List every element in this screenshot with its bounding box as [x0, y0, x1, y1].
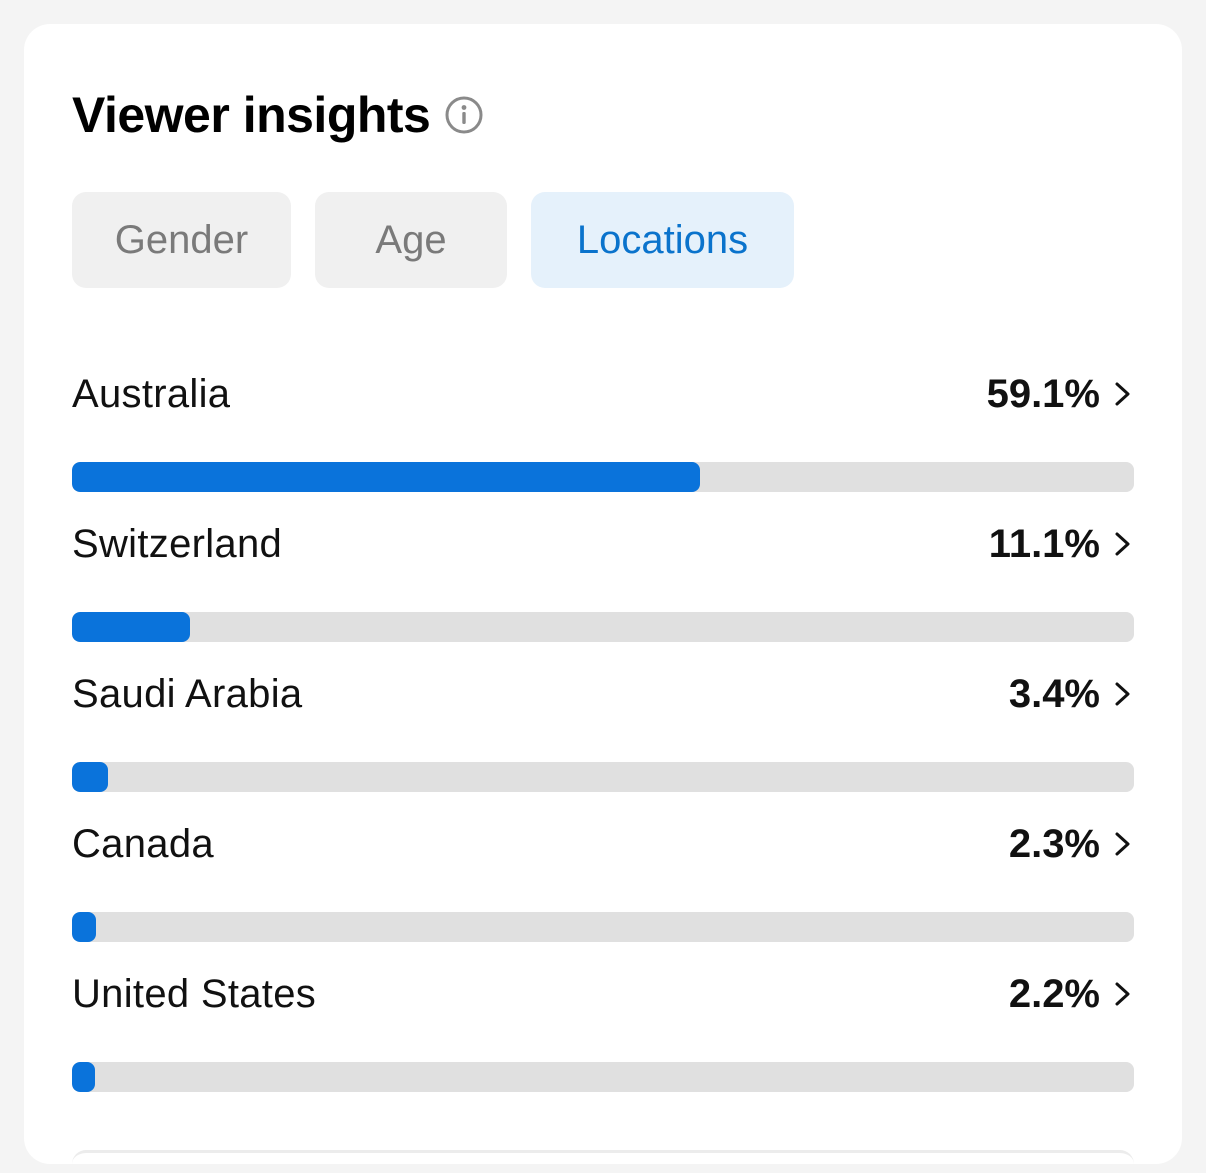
- country-name: Switzerland: [72, 521, 283, 566]
- card-header: Viewer insights: [72, 86, 484, 144]
- progress-track: [72, 762, 1134, 792]
- tab-gender-label: Gender: [114, 217, 249, 262]
- progress-fill: [72, 462, 700, 492]
- progress-fill: [72, 912, 97, 942]
- country-name: Saudi Arabia: [72, 671, 303, 716]
- tab-bar: Gender Age Locations: [72, 192, 818, 288]
- progress-track: [72, 612, 1134, 642]
- tab-gender[interactable]: Gender: [72, 192, 291, 288]
- country-name: United States: [72, 971, 317, 1016]
- tab-age[interactable]: Age: [315, 192, 507, 288]
- tab-locations[interactable]: Locations: [531, 192, 794, 288]
- card-title: Viewer insights: [72, 87, 431, 143]
- progress-fill: [72, 762, 109, 792]
- locations-list: Australia 59.1% Switzerland 11.1%: [72, 364, 1134, 1114]
- location-row-canada[interactable]: Canada 2.3%: [72, 814, 1134, 964]
- country-percent: 2.3%: [1008, 821, 1100, 866]
- location-row-saudi-arabia[interactable]: Saudi Arabia 3.4%: [72, 664, 1134, 814]
- location-row-australia[interactable]: Australia 59.1%: [72, 364, 1134, 514]
- progress-fill: [72, 612, 190, 642]
- location-row-united-states[interactable]: United States 2.2%: [72, 964, 1134, 1114]
- progress-track: [72, 462, 1134, 492]
- next-section-edge: [72, 1150, 1134, 1173]
- chevron-right-icon: [1112, 829, 1134, 859]
- location-row-switzerland[interactable]: Switzerland 11.1%: [72, 514, 1134, 664]
- chevron-right-icon: [1112, 529, 1134, 559]
- country-percent: 3.4%: [1008, 671, 1100, 716]
- progress-fill: [72, 1062, 96, 1092]
- tab-locations-label: Locations: [576, 217, 749, 262]
- country-percent: 59.1%: [986, 371, 1100, 416]
- info-icon[interactable]: [444, 95, 484, 135]
- chevron-right-icon: [1112, 679, 1134, 709]
- viewer-insights-card: Viewer insights Gender Age Locations Aus…: [24, 24, 1182, 1164]
- tab-age-label: Age: [375, 217, 447, 262]
- progress-track: [72, 1062, 1134, 1092]
- country-percent: 11.1%: [988, 521, 1100, 566]
- progress-track: [72, 912, 1134, 942]
- country-name: Canada: [72, 821, 214, 866]
- country-percent: 2.2%: [1008, 971, 1100, 1016]
- chevron-right-icon: [1112, 979, 1134, 1009]
- chevron-right-icon: [1112, 379, 1134, 409]
- country-name: Australia: [72, 371, 231, 416]
